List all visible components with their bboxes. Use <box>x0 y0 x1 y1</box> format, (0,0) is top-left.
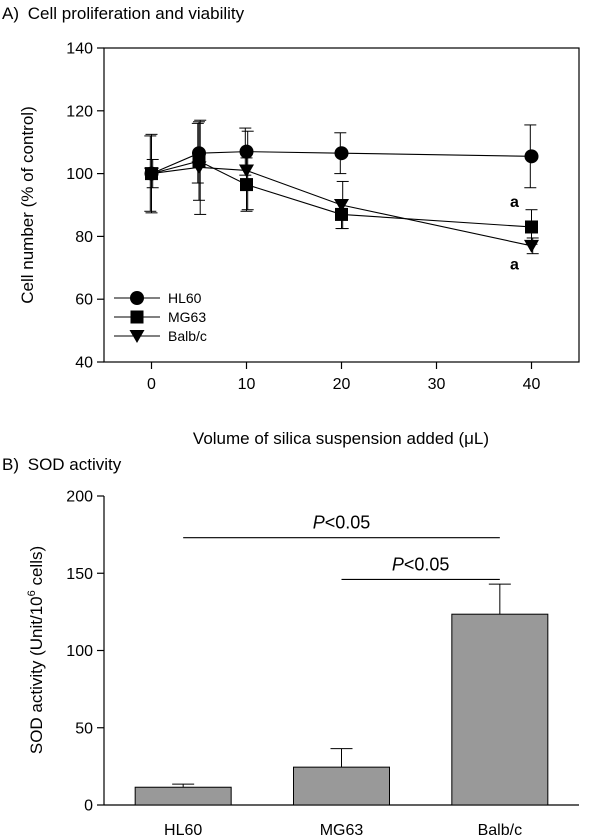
data-point <box>524 239 539 253</box>
legend-marker <box>130 310 144 324</box>
bar-hl60 <box>134 786 232 806</box>
panel-b-significance: P<0.05P<0.05 <box>183 513 500 580</box>
p-symbol: P <box>313 513 325 533</box>
panel-a-y-axis: 40 60 80 100 120 140 <box>66 41 104 372</box>
panel-a: A) Cell proliferation and viability 40 60… <box>2 4 580 448</box>
panel-a-y-tick-label: 60 <box>75 292 93 309</box>
data-point <box>334 199 349 212</box>
panel-a-title-text: Cell proliferation and viability <box>28 4 245 23</box>
panel-b-y-tick-label: 0 <box>84 798 93 815</box>
panel-b-y-axis-label: SOD activity (Unit/106 cells) <box>26 546 46 754</box>
data-point <box>335 207 348 221</box>
data-point <box>334 146 349 161</box>
panel-b-letter: B) <box>2 455 19 474</box>
p-symbol: P <box>392 554 404 574</box>
significance-letter: a <box>510 257 519 274</box>
panel-b: B) SOD activity 0 50 100 150 200 HL60 MG63 Bal… <box>2 455 579 839</box>
panel-a-y-tick-label: 80 <box>75 229 93 246</box>
bar-mg63 <box>293 766 390 806</box>
panel-a-letter: A) <box>2 4 19 23</box>
panel-b-x-tick-label: Balb/c <box>478 822 522 839</box>
panel-a-x-tick-label: 10 <box>238 376 256 393</box>
significance-bracket: P<0.05 <box>183 513 500 539</box>
legend-label: Balb/c <box>168 328 207 344</box>
panel-b-x-tick-label: HL60 <box>164 822 202 839</box>
data-point <box>191 161 207 175</box>
panel-a-y-axis-label: Cell number (% of control) <box>18 106 37 303</box>
bar-balbc <box>451 613 549 806</box>
legend-marker <box>129 330 145 343</box>
panel-b-y-label-superscript: 6 <box>26 590 38 596</box>
series-balbc <box>144 119 539 255</box>
panel-a-x-tick-label: 20 <box>333 376 351 393</box>
panel-a-legend: HL60 MG63 Balb/c <box>114 290 207 344</box>
panel-a-annotations: aa <box>510 194 519 274</box>
panel-a-y-tick-label: 120 <box>66 103 93 120</box>
data-point <box>240 178 253 192</box>
panel-a-x-tick-label: 30 <box>428 376 446 393</box>
legend-entry: HL60 <box>114 290 202 306</box>
panel-b-y-tick-label: 100 <box>66 643 93 660</box>
significance-letter: a <box>510 194 519 211</box>
panel-b-y-label-main: SOD activity (Unit/10 <box>27 596 46 754</box>
legend-entry: MG63 <box>114 309 206 325</box>
panel-b-y-label-tail: cells) <box>27 546 46 590</box>
panel-b-title-text: SOD activity <box>28 455 122 474</box>
panel-a-series <box>144 119 539 255</box>
panel-b-y-axis: 0 50 100 150 200 <box>66 489 104 815</box>
significance-label: P<0.05 <box>392 554 450 574</box>
panel-a-x-axis: 0 10 20 30 40 <box>147 362 541 393</box>
panel-b-title: B) SOD activity <box>2 455 122 474</box>
data-point <box>144 167 159 181</box>
data-point <box>525 220 538 234</box>
panel-b-x-tick-label: MG63 <box>320 822 364 839</box>
significance-bracket: P<0.05 <box>341 554 500 580</box>
legend-entry: Balb/c <box>114 328 207 344</box>
panel-a-title: A) Cell proliferation and viability <box>2 4 245 23</box>
panel-b-bars <box>134 583 549 806</box>
series-mg63 <box>145 121 538 245</box>
panel-b-x-axis: HL60 MG63 Balb/c <box>164 822 522 839</box>
panel-b-y-tick-label: 150 <box>66 566 93 583</box>
legend-marker <box>130 291 144 305</box>
legend-label: HL60 <box>168 290 202 306</box>
p-threshold: <0.05 <box>325 513 371 533</box>
p-threshold: <0.05 <box>404 554 450 574</box>
legend-label: MG63 <box>168 309 206 325</box>
panel-a-y-tick-label: 140 <box>66 41 93 58</box>
panel-a-x-tick-label: 0 <box>147 376 156 393</box>
panel-b-y-tick-label: 50 <box>75 720 93 737</box>
data-point <box>239 144 254 159</box>
panel-b-y-tick-label: 200 <box>66 489 93 506</box>
panel-a-x-axis-label: Volume of silica suspension added (μL) <box>193 429 489 448</box>
panel-a-x-tick-label: 40 <box>523 376 541 393</box>
significance-label: P<0.05 <box>313 513 371 533</box>
data-point <box>524 149 539 164</box>
data-point <box>239 164 254 178</box>
panel-a-y-tick-label: 40 <box>75 355 93 372</box>
panel-a-y-tick-label: 100 <box>66 166 93 183</box>
